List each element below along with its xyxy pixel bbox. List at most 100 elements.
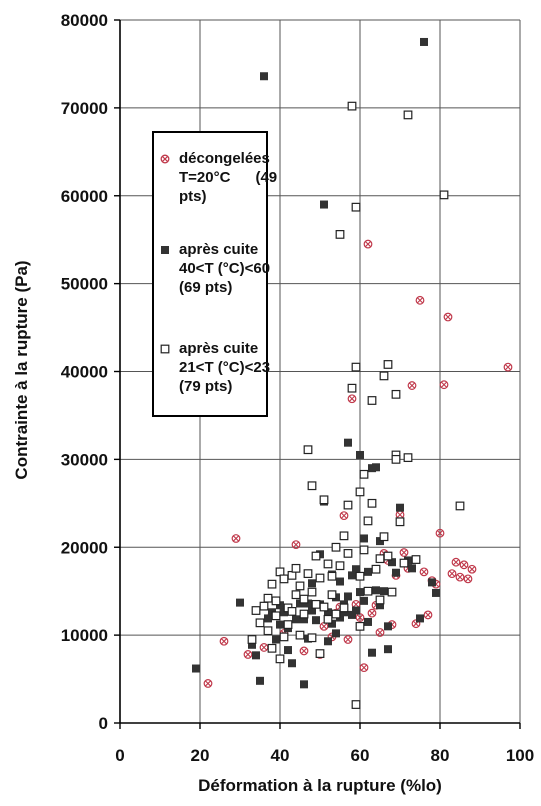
data-point-decongelees bbox=[319, 621, 329, 631]
data-point-cuite-21-23 bbox=[383, 360, 393, 369]
x-tick-label: 100 bbox=[506, 746, 534, 765]
x-tick-labels: 0 20 40 60 80 100 bbox=[115, 746, 534, 765]
data-point-cuite-21-23 bbox=[411, 555, 421, 564]
data-point-cuite-21-23 bbox=[355, 571, 365, 581]
x-axis-title: Déformation à la rupture (%lo) bbox=[198, 776, 442, 795]
data-point-cuite-21-23 bbox=[331, 609, 341, 619]
legend-label: après cuite 40<T (°C)<60 (69 pts) bbox=[179, 240, 271, 297]
data-point-cuite-21-23 bbox=[311, 551, 321, 561]
data-point-decongelees bbox=[343, 635, 353, 644]
y-tick-label: 0 bbox=[99, 714, 108, 733]
data-point-cuite-40-60 bbox=[384, 645, 392, 654]
data-point-cuite-21-23 bbox=[307, 633, 317, 643]
data-point-cuite-21-23 bbox=[319, 602, 329, 612]
data-point-cuite-21-23 bbox=[247, 635, 257, 644]
data-point-cuite-21-23 bbox=[331, 542, 341, 552]
data-point-cuite-21-23 bbox=[263, 593, 273, 603]
data-point-decongelees bbox=[423, 610, 433, 620]
data-point-cuite-21-23 bbox=[271, 596, 281, 606]
data-point-cuite-21-23 bbox=[263, 626, 273, 636]
data-point-cuite-40-60 bbox=[348, 571, 356, 580]
data-point-cuite-21-23 bbox=[391, 389, 401, 399]
data-point-cuite-40-60 bbox=[356, 450, 364, 459]
legend-line: après cuite bbox=[179, 340, 259, 357]
y-tick-label: 20000 bbox=[61, 538, 108, 557]
data-point-decongelees bbox=[339, 511, 349, 521]
data-point-cuite-21-23 bbox=[351, 700, 361, 709]
data-point-cuite-40-60 bbox=[360, 534, 368, 543]
data-point-cuite-21-23 bbox=[283, 620, 293, 629]
data-point-cuite-40-60 bbox=[324, 637, 332, 646]
data-point-cuite-21-23 bbox=[311, 599, 321, 609]
data-point-cuite-21-23 bbox=[455, 501, 465, 511]
data-point-cuite-21-23 bbox=[307, 481, 317, 491]
legend-line: pts) bbox=[179, 188, 207, 205]
data-point-cuite-21-23 bbox=[251, 606, 261, 615]
data-point-cuite-21-23 bbox=[359, 469, 369, 479]
data-point-cuite-40-60 bbox=[420, 37, 428, 46]
data-point-cuite-40-60 bbox=[352, 606, 360, 615]
data-point-decongelees bbox=[443, 312, 453, 322]
data-point-cuite-40-60 bbox=[264, 614, 272, 623]
data-point-cuite-40-60 bbox=[344, 438, 352, 447]
data-point-cuite-40-60 bbox=[308, 579, 316, 588]
data-point-cuite-21-23 bbox=[339, 603, 349, 613]
data-point-cuite-21-23 bbox=[359, 545, 369, 555]
data-point-cuite-40-60 bbox=[272, 635, 280, 644]
data-point-cuite-21-23 bbox=[339, 531, 349, 541]
legend-label: décongelées T=20°C (49 pts) bbox=[179, 149, 278, 206]
data-point-cuite-21-23 bbox=[379, 532, 389, 542]
data-point-decongelees bbox=[407, 381, 417, 390]
data-point-cuite-40-60 bbox=[332, 629, 340, 638]
data-point-cuite-21-23 bbox=[363, 516, 373, 526]
data-point-cuite-40-60 bbox=[252, 651, 260, 660]
data-point-cuite-40-60 bbox=[324, 608, 332, 617]
y-axis-title: Contrainte à la rupture (Pa) bbox=[12, 260, 31, 479]
data-point-cuite-21-23 bbox=[315, 573, 325, 583]
data-point-cuite-21-23 bbox=[303, 569, 313, 579]
data-point-cuite-40-60 bbox=[368, 648, 376, 657]
data-point-cuite-21-23 bbox=[267, 643, 277, 653]
data-point-decongelees bbox=[503, 362, 513, 372]
filled-square-marker-icon bbox=[161, 246, 169, 254]
data-point-cuite-40-60 bbox=[292, 615, 300, 624]
data-point-cuite-21-23 bbox=[255, 618, 265, 628]
legend-line: T=20°C (49 bbox=[179, 169, 278, 186]
data-point-cuite-21-23 bbox=[375, 595, 385, 605]
data-point-cuite-40-60 bbox=[356, 588, 364, 597]
data-point-cuite-21-23 bbox=[395, 517, 405, 527]
data-point-cuite-40-60 bbox=[300, 615, 308, 624]
data-point-cuite-21-23 bbox=[351, 202, 361, 212]
x-tick-label: 80 bbox=[431, 746, 450, 765]
data-point-cuite-40-60 bbox=[336, 577, 344, 586]
data-point-cuite-21-23 bbox=[291, 563, 301, 573]
data-point-cuite-40-60 bbox=[256, 676, 264, 685]
data-point-cuite-40-60 bbox=[380, 587, 388, 596]
data-point-cuite-40-60 bbox=[344, 592, 352, 601]
data-point-cuite-21-23 bbox=[275, 654, 285, 664]
data-point-decongelees bbox=[367, 608, 377, 618]
data-point-cuite-40-60 bbox=[392, 568, 400, 577]
data-point-cuite-21-23 bbox=[259, 601, 269, 611]
data-point-decongelees bbox=[375, 628, 385, 637]
data-point-cuite-40-60 bbox=[312, 616, 320, 625]
data-point-cuite-40-60 bbox=[284, 646, 292, 655]
data-point-cuite-21-23 bbox=[375, 554, 385, 564]
data-point-cuite-40-60 bbox=[376, 601, 384, 610]
data-point-cuite-40-60 bbox=[308, 606, 316, 615]
data-point-cuite-21-23 bbox=[343, 549, 353, 558]
data-point-cuite-21-23 bbox=[367, 396, 377, 405]
data-point-cuite-21-23 bbox=[267, 579, 277, 589]
legend-line: décongelées bbox=[179, 150, 270, 167]
data-point-cuite-21-23 bbox=[279, 574, 289, 584]
data-point-cuite-40-60 bbox=[372, 463, 380, 472]
data-point-cuite-21-23 bbox=[299, 594, 309, 604]
y-tick-labels: 0 10000 20000 30000 40000 50000 60000 70000 8000… bbox=[61, 11, 108, 733]
data-point-cuite-21-23 bbox=[287, 606, 297, 616]
x-tick-label: 40 bbox=[271, 746, 290, 765]
data-point-cuite-21-23 bbox=[439, 190, 449, 200]
data-point-cuite-21-23 bbox=[403, 453, 413, 463]
data-point-cuite-40-60 bbox=[348, 610, 356, 619]
data-point-cuite-40-60 bbox=[384, 622, 392, 631]
y-tick-label: 50000 bbox=[61, 275, 108, 294]
